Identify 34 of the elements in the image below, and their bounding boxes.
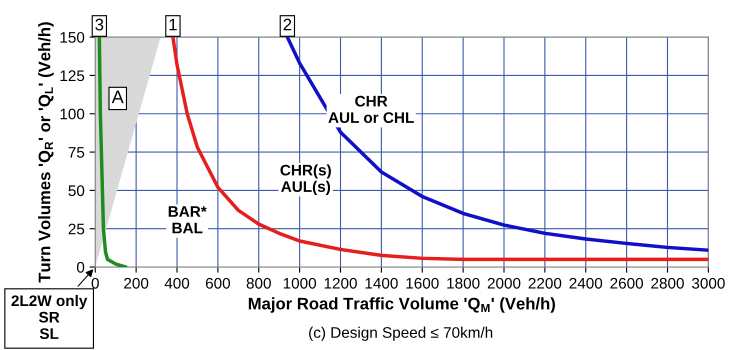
x-tick-label: 2600 — [610, 278, 644, 289]
x-tick-label: 200 — [124, 278, 148, 289]
text: (c) Design Speed ≤ 70km/h — [309, 326, 492, 341]
x-axis-title: Major Road Traffic Volume 'Q$_{M}$' (Veh/h) — [248, 297, 555, 313]
y-tick-label: 0 — [76, 262, 84, 273]
x-tick-label: 2800 — [651, 278, 684, 289]
x-tick-label: 1000 — [284, 278, 316, 289]
x-tick-label: 1200 — [324, 278, 357, 289]
y-tick-label: 125 — [60, 70, 84, 82]
x-tick-label: 1400 — [366, 278, 398, 289]
x-tick-label: 3000 — [692, 278, 725, 289]
annotation: 3 — [95, 18, 104, 30]
x-tick-label: 600 — [206, 278, 230, 289]
x-tick-label: 400 — [164, 278, 190, 289]
annotation: CHR(s) AUL(s) — [280, 164, 331, 196]
x-tick-label: 1800 — [447, 278, 480, 289]
annotation: CHR AUL or CHL — [328, 96, 414, 124]
y-tick-label: 75 — [68, 147, 84, 158]
x-tick-label: 800 — [246, 278, 271, 289]
y-tick-label: 50 — [68, 185, 84, 196]
annotation: 2L2W only SR SL — [11, 294, 88, 340]
y-axis-title: Turn Volumes 'Q$_{R}$' or 'Q$_{L}$' (Veh/h) — [38, 22, 54, 283]
annotation: 1 — [170, 18, 177, 30]
y-tick-label: 150 — [60, 32, 84, 43]
y-tick-label: 100 — [60, 108, 84, 120]
x-tick-label: 2200 — [528, 278, 562, 289]
x-tick-label: 2400 — [570, 278, 602, 289]
annotation: 2 — [284, 18, 292, 30]
x-tick-label: 1600 — [406, 278, 439, 289]
y-tick-label: 25 — [68, 224, 84, 234]
annotation: A — [112, 90, 124, 104]
x-tick-label: 2000 — [488, 278, 520, 289]
x-tick-label: 0 — [92, 278, 99, 289]
annotation: BAR* BAL — [168, 206, 207, 234]
